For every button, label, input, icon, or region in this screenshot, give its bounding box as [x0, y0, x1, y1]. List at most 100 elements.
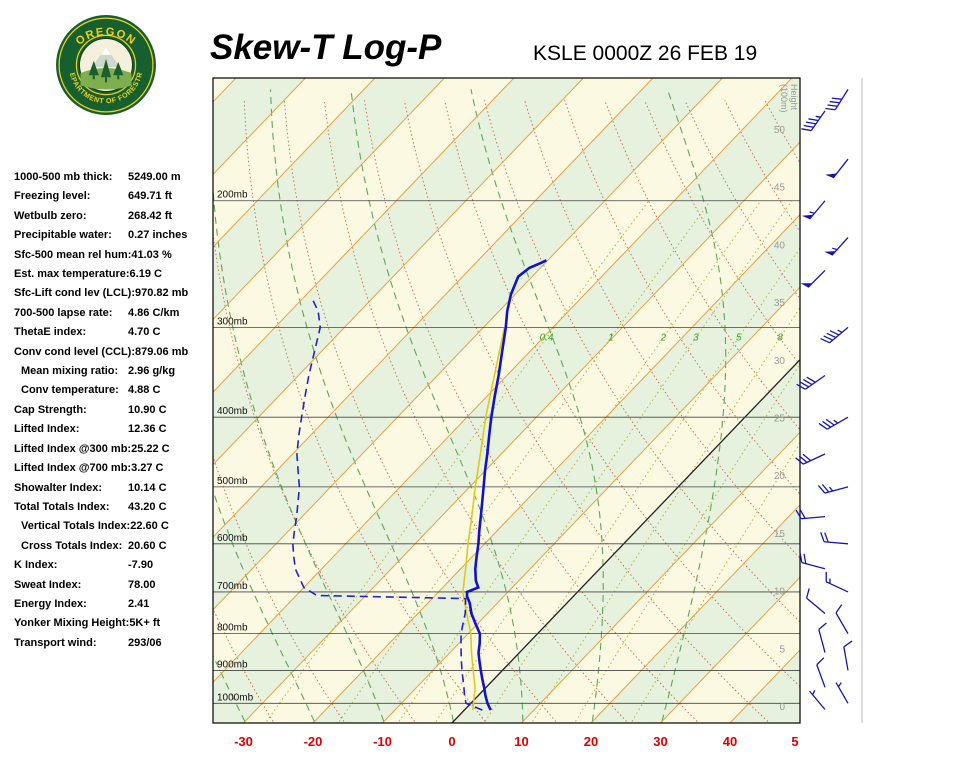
temp-axis-label: 40 — [723, 734, 737, 749]
stat-label: K Index: — [14, 556, 128, 575]
stat-row: Est. max temperature:6.19 C — [14, 265, 214, 284]
wind-barb — [844, 641, 852, 670]
stat-row: Mean mixing ratio:2.96 g/kg — [14, 362, 214, 381]
stat-row: Wetbulb zero:268.42 ft — [14, 207, 214, 226]
height-tick-label: 5 — [779, 644, 785, 655]
stat-value: 78.00 — [128, 576, 156, 595]
wind-barb — [826, 572, 848, 592]
stat-row: Sweat Index:78.00 — [14, 576, 214, 595]
pressure-label: 700mb — [217, 581, 248, 592]
wind-barb — [807, 588, 825, 613]
stat-row: Showalter Index:10.14 C — [14, 479, 214, 498]
stat-value: 4.86 C/km — [128, 304, 179, 323]
stat-label: Showalter Index: — [14, 479, 128, 498]
wind-barb-column — [796, 78, 862, 723]
stat-label: ThetaE index: — [14, 323, 128, 342]
height-tick-label: 40 — [774, 240, 786, 251]
pressure-label: 400mb — [217, 406, 248, 417]
temp-axis-extra-label: 5 — [791, 734, 798, 749]
mixing-ratio-label: 2 — [660, 333, 667, 344]
stat-value: 649.71 ft — [128, 187, 172, 206]
pressure-label: 800mb — [217, 623, 248, 634]
dry-adiabat-line — [885, 100, 960, 721]
skewt-svg: 200mb300mb400mb500mb600mb700mb800mb900mb… — [205, 70, 960, 768]
stat-label: Cross Totals Index: — [14, 537, 128, 556]
stat-row: K Index:-7.90 — [14, 556, 214, 575]
stat-row: Conv temperature:4.88 C — [14, 381, 214, 400]
wind-barb — [810, 690, 825, 709]
stat-value: 293/06 — [128, 634, 162, 653]
height-tick-label: 50 — [774, 125, 786, 136]
stat-label: Wetbulb zero: — [14, 207, 128, 226]
stat-value: 41.03 % — [131, 246, 171, 265]
logo-trees — [89, 59, 124, 82]
stat-row: 1000-500 mb thick:5249.00 m — [14, 168, 214, 187]
height-tick-label: 0 — [779, 702, 785, 713]
height-tick-label: 30 — [774, 356, 786, 367]
stat-row: Freezing level:649.71 ft — [14, 187, 214, 206]
chart-background-bands — [205, 78, 960, 723]
stat-row: Lifted Index @700 mb:3.27 C — [14, 459, 214, 478]
stat-label: Conv temperature: — [14, 381, 128, 400]
pressure-label: 600mb — [217, 533, 248, 544]
stat-label: Precipitable water: — [14, 226, 128, 245]
station-datetime-label: KSLE 0000Z 26 FEB 19 — [533, 42, 757, 66]
temp-axis-label: -20 — [304, 734, 323, 749]
stat-row: Energy Index:2.41 — [14, 595, 214, 614]
wind-barb — [821, 327, 848, 342]
stat-label: 700-500 lapse rate: — [14, 304, 128, 323]
stat-row: Precipitable water:0.27 inches — [14, 226, 214, 245]
height-tick-label: 10 — [774, 587, 786, 598]
temp-axis-label: -10 — [373, 734, 392, 749]
stat-label: Cap Strength: — [14, 401, 128, 420]
stat-row: Lifted Index @300 mb:25.22 C — [14, 440, 214, 459]
stat-value: 879.06 mb — [135, 343, 188, 362]
height-tick-label: 45 — [774, 183, 786, 194]
stat-row: Transport wind:293/06 — [14, 634, 214, 653]
pressure-label: 500mb — [217, 476, 248, 487]
stat-value: 2.96 g/kg — [128, 362, 175, 381]
stat-label: Sfc-500 mean rel hum: — [14, 246, 131, 265]
dry-adiabat-line — [805, 100, 960, 721]
stat-value: 4.88 C — [128, 381, 160, 400]
height-tick-label: 25 — [774, 414, 786, 425]
height-tick-label: 35 — [774, 298, 786, 309]
stat-row: Vertical Totals Index:22.60 C — [14, 517, 214, 536]
wind-barb — [836, 683, 848, 704]
stat-value: 10.90 C — [128, 401, 167, 420]
stat-value: 5K+ ft — [129, 614, 160, 633]
temp-axis-label: 20 — [584, 734, 598, 749]
mixing-ratio-label: 8 — [777, 333, 783, 344]
height-tick-label: 15 — [774, 529, 786, 540]
stat-label: Vertical Totals Index: — [14, 517, 130, 536]
wind-barb — [801, 270, 825, 287]
stat-label: Lifted Index @300 mb: — [14, 440, 131, 459]
stat-label: Sweat Index: — [14, 576, 128, 595]
wind-barb — [818, 484, 848, 493]
stat-label: Conv cond level (CCL): — [14, 343, 135, 362]
wind-barb — [825, 159, 848, 178]
wind-barb — [801, 111, 825, 131]
stat-row: Lifted Index:12.36 C — [14, 420, 214, 439]
wind-barb — [797, 375, 825, 389]
stat-row: ThetaE index:4.70 C — [14, 323, 214, 342]
wind-barb — [824, 238, 848, 256]
isotherm-line — [800, 78, 960, 723]
stat-value: 10.14 C — [128, 479, 167, 498]
pressure-label: 300mb — [217, 316, 248, 327]
stat-label: Yonker Mixing Height: — [14, 614, 129, 633]
temp-axis-label: 0 — [448, 734, 455, 749]
stat-row: Sfc-500 mean rel hum:41.03 % — [14, 246, 214, 265]
temp-axis-label: 30 — [653, 734, 667, 749]
stat-label: Freezing level: — [14, 187, 128, 206]
stat-label: Mean mixing ratio: — [14, 362, 128, 381]
stat-value: 6.19 C — [130, 265, 162, 284]
mixing-ratio-label: 0.4 — [540, 333, 554, 344]
stat-value: 43.20 C — [128, 498, 167, 517]
isotherm-line — [869, 78, 960, 723]
stat-row: 700-500 lapse rate:4.86 C/km — [14, 304, 214, 323]
stat-value: 5249.00 m — [128, 168, 181, 187]
